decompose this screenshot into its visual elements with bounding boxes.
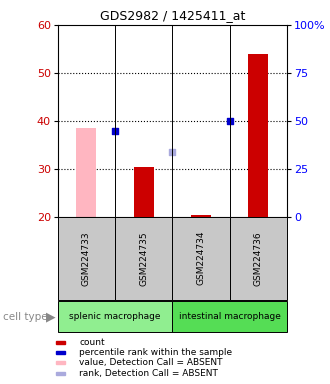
Text: percentile rank within the sample: percentile rank within the sample [80, 348, 233, 357]
Bar [230, 217, 287, 300]
Text: GSM224736: GSM224736 [254, 231, 263, 286]
Text: splenic macrophage: splenic macrophage [69, 312, 161, 321]
Bar [115, 217, 173, 300]
Bar [173, 217, 230, 300]
Bar [56, 372, 65, 375]
Point [113, 127, 118, 134]
Bar [76, 128, 96, 217]
Text: GSM224735: GSM224735 [139, 231, 148, 286]
Title: GDS2982 / 1425411_at: GDS2982 / 1425411_at [100, 9, 245, 22]
Bar [134, 167, 154, 217]
Bar [58, 217, 115, 300]
Bar [191, 215, 211, 217]
Bar [56, 341, 65, 344]
Bar [173, 301, 287, 332]
Text: GSM224734: GSM224734 [197, 231, 206, 285]
Text: GSM224733: GSM224733 [82, 231, 91, 286]
Bar [56, 361, 65, 364]
Point [170, 149, 175, 155]
Text: value, Detection Call = ABSENT: value, Detection Call = ABSENT [80, 358, 223, 367]
Bar [58, 301, 173, 332]
Bar [248, 54, 269, 217]
Text: rank, Detection Call = ABSENT: rank, Detection Call = ABSENT [80, 369, 218, 378]
Text: count: count [80, 338, 105, 347]
Text: cell type: cell type [3, 312, 48, 322]
Text: intestinal macrophage: intestinal macrophage [179, 312, 281, 321]
Bar [56, 351, 65, 354]
Text: ▶: ▶ [46, 310, 55, 323]
Point [227, 118, 232, 124]
